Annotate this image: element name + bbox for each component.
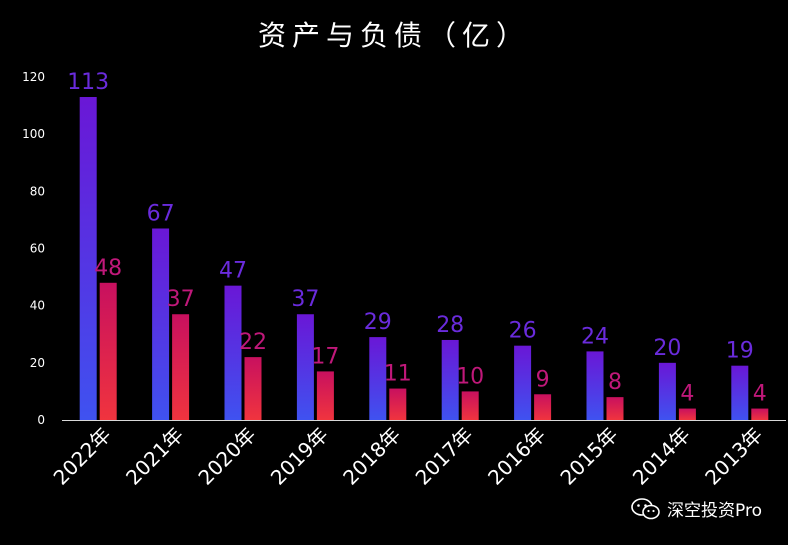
bar-assets	[731, 365, 749, 420]
data-label-liabilities: 4	[753, 382, 767, 407]
data-label-liabilities: 22	[239, 330, 267, 355]
bar-liabilities	[316, 371, 334, 420]
x-tick-label: 2014年	[628, 423, 695, 490]
x-tick-label: 2021年	[121, 423, 188, 490]
bar-liabilities	[678, 408, 696, 420]
chart-title: 资产与负债（亿）	[257, 19, 530, 52]
watermark: 深空投资Pro	[631, 496, 762, 521]
data-label-assets: 28	[436, 313, 464, 338]
data-label-assets: 47	[219, 259, 247, 284]
data-label-assets: 67	[147, 201, 175, 226]
data-label-assets: 24	[581, 324, 609, 349]
x-tick-label: 2018年	[338, 423, 405, 490]
x-tick-label: 2019年	[266, 423, 333, 490]
bar-assets	[514, 345, 532, 420]
bar-liabilities	[751, 408, 769, 420]
x-tick-label: 2016年	[483, 423, 550, 490]
wechat-icon	[631, 497, 660, 519]
bar-liabilities	[534, 394, 552, 420]
y-tick-label: 40	[30, 299, 45, 313]
bar-liabilities	[99, 282, 117, 420]
data-label-liabilities: 9	[536, 367, 550, 392]
x-tick-label: 2020年	[193, 423, 260, 490]
y-axis: 0 20 40 60 80 100 120	[22, 70, 45, 427]
data-label-liabilities: 10	[456, 364, 484, 389]
bar-assets	[79, 97, 97, 420]
data-label-liabilities: 37	[167, 287, 195, 312]
data-label-liabilities: 17	[311, 344, 339, 369]
y-tick-label: 20	[30, 356, 45, 370]
data-label-assets: 26	[509, 319, 537, 344]
watermark-text: 深空投资Pro	[667, 501, 762, 521]
bar-assets	[658, 362, 676, 420]
x-tick-label: 2017年	[411, 423, 478, 490]
bar-assets	[369, 337, 387, 420]
x-axis: 2022年 2021年 2020年 2019年 2018年 2017年 2016年 2015年…	[49, 420, 786, 490]
bars: 113 48 67 37 47 22 37 17 29 11 28 10 26 9 24 8 20 4 19 4	[67, 70, 769, 420]
bar-assets	[586, 351, 604, 420]
data-label-assets: 29	[364, 310, 392, 335]
data-label-liabilities: 8	[608, 370, 622, 395]
bar-assets	[152, 228, 170, 420]
bar-liabilities	[461, 391, 479, 420]
x-tick-label: 2013年	[700, 423, 767, 490]
y-tick-label: 100	[22, 127, 45, 141]
y-tick-label: 0	[37, 413, 45, 427]
bar-assets	[441, 339, 459, 420]
y-tick-label: 120	[22, 70, 45, 84]
bar-liabilities	[389, 388, 407, 420]
data-label-assets: 19	[726, 339, 754, 364]
bar-liabilities	[172, 314, 190, 420]
data-label-liabilities: 11	[384, 362, 412, 387]
bar-assets	[224, 285, 242, 420]
x-tick-label: 2022年	[49, 423, 116, 490]
bar-assets	[296, 314, 314, 420]
bar-liabilities	[244, 357, 262, 420]
data-label-liabilities: 48	[94, 256, 122, 281]
data-label-assets: 113	[67, 70, 109, 95]
data-label-assets: 20	[653, 336, 681, 361]
data-label-assets: 37	[291, 287, 319, 312]
data-label-liabilities: 4	[680, 382, 694, 407]
bar-liabilities	[606, 397, 624, 420]
y-tick-label: 60	[30, 242, 45, 256]
x-tick-label: 2015年	[555, 423, 622, 490]
y-tick-label: 80	[30, 184, 45, 198]
